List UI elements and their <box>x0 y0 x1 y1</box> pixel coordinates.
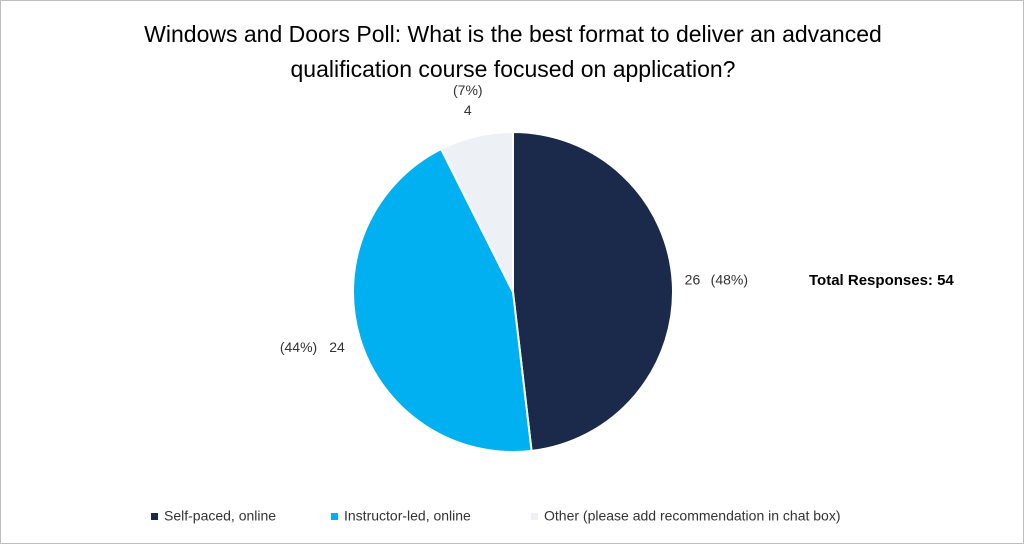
legend-label: Instructor-led, online <box>344 508 471 524</box>
percent-label: (48%) <box>711 271 748 287</box>
pie-slice <box>439 130 514 293</box>
pie-slice <box>512 130 674 453</box>
annotation: Total Responses: 54 <box>809 272 954 289</box>
pie-slice <box>352 147 533 453</box>
legend-label: Self-paced, online <box>164 508 276 524</box>
data-label: 26 <box>685 271 701 287</box>
legend-label: Other (please add recommendation in chat… <box>544 508 841 524</box>
percent-label: (7%) <box>453 82 483 98</box>
data-label: 4 <box>464 102 472 118</box>
legend-swatch <box>151 513 158 520</box>
legend-swatch <box>531 513 538 520</box>
legend-swatch <box>331 513 338 520</box>
chart-title: Windows and Doors Poll: What is the best… <box>144 21 882 82</box>
percent-label: (44%) <box>280 339 317 355</box>
data-label: 24 <box>329 339 345 355</box>
